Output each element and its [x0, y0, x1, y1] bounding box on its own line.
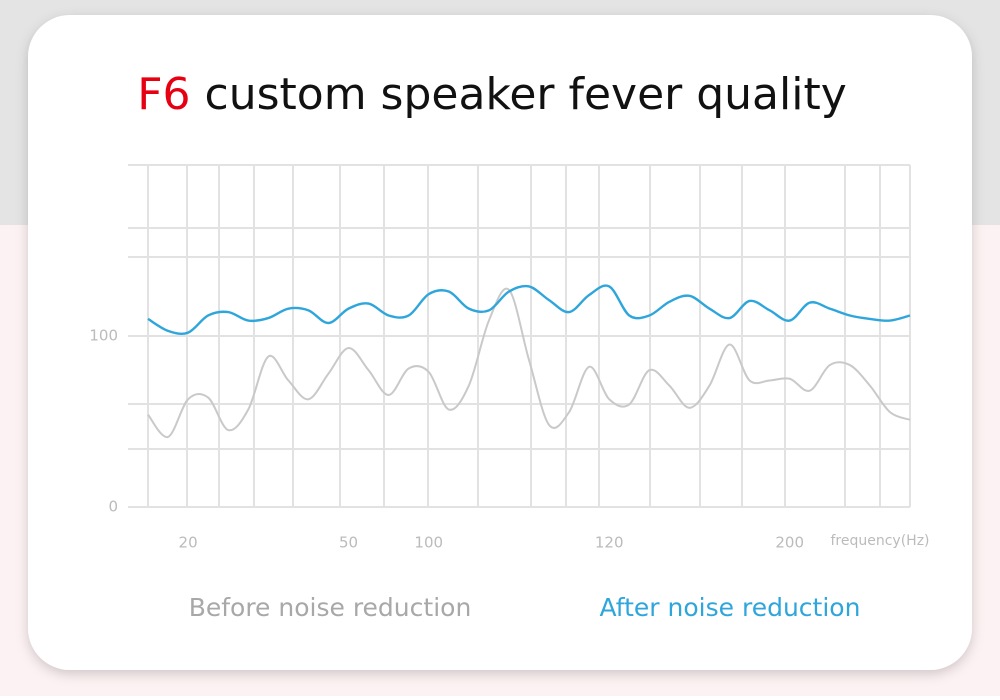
chart-title: F6 custom speaker fever quality [137, 69, 847, 120]
grid: 0 100 20 50 100 120 200 [89, 164, 911, 552]
plot [147, 284, 911, 438]
x-tick-label: 20 [179, 534, 198, 552]
x-tick-label: 200 [775, 534, 804, 552]
x-tick-label: 50 [339, 534, 358, 552]
y-tick-label: 0 [108, 498, 118, 516]
series-line [147, 287, 911, 438]
title-text: custom speaker fever quality [205, 69, 847, 120]
title-highlight: F6 [137, 69, 190, 120]
legend-entry: Before noise reduction [189, 593, 472, 622]
x-tick-label: 120 [595, 534, 624, 552]
series-line [147, 284, 911, 335]
x-tick-label: 100 [414, 534, 443, 552]
x-axis-label: frequency(Hz) [830, 533, 929, 549]
y-tick-label: 100 [89, 327, 118, 345]
legend-entry: After noise reduction [600, 593, 861, 622]
